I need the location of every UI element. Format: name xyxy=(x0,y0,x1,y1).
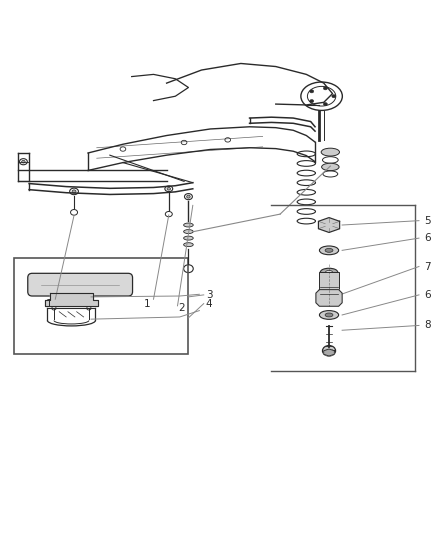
Text: 8: 8 xyxy=(424,320,431,330)
Ellipse shape xyxy=(332,95,336,98)
Ellipse shape xyxy=(310,100,314,103)
Ellipse shape xyxy=(187,195,190,198)
Ellipse shape xyxy=(184,223,193,227)
Ellipse shape xyxy=(322,345,336,356)
Ellipse shape xyxy=(21,160,25,163)
Ellipse shape xyxy=(70,188,78,195)
Text: 6: 6 xyxy=(424,290,431,300)
Polygon shape xyxy=(45,293,98,306)
Text: 7: 7 xyxy=(424,262,431,271)
Ellipse shape xyxy=(310,90,314,93)
Text: 2: 2 xyxy=(179,303,185,313)
Bar xyxy=(14,258,188,354)
Ellipse shape xyxy=(167,188,170,190)
Text: 1: 1 xyxy=(46,298,52,309)
Ellipse shape xyxy=(52,306,56,310)
Text: 5: 5 xyxy=(424,216,431,225)
Ellipse shape xyxy=(184,243,193,247)
FancyBboxPatch shape xyxy=(28,273,133,296)
Ellipse shape xyxy=(72,190,76,193)
Ellipse shape xyxy=(325,270,332,274)
Ellipse shape xyxy=(320,268,338,276)
Polygon shape xyxy=(318,217,339,232)
Ellipse shape xyxy=(71,301,79,306)
Ellipse shape xyxy=(323,102,327,106)
Ellipse shape xyxy=(321,148,339,156)
Ellipse shape xyxy=(325,223,332,227)
Ellipse shape xyxy=(321,163,339,171)
Text: 6: 6 xyxy=(424,233,431,243)
Text: 1: 1 xyxy=(144,298,150,309)
Ellipse shape xyxy=(184,236,193,240)
Polygon shape xyxy=(316,289,342,306)
Ellipse shape xyxy=(325,248,333,252)
Ellipse shape xyxy=(319,311,339,319)
Ellipse shape xyxy=(165,186,173,192)
Text: 3: 3 xyxy=(206,290,212,300)
Bar xyxy=(319,272,339,289)
Ellipse shape xyxy=(323,87,327,90)
Ellipse shape xyxy=(184,193,192,200)
Ellipse shape xyxy=(184,230,193,233)
Polygon shape xyxy=(324,349,334,356)
Ellipse shape xyxy=(87,306,91,310)
Ellipse shape xyxy=(319,246,339,255)
Ellipse shape xyxy=(325,313,333,317)
Text: 4: 4 xyxy=(206,298,212,309)
